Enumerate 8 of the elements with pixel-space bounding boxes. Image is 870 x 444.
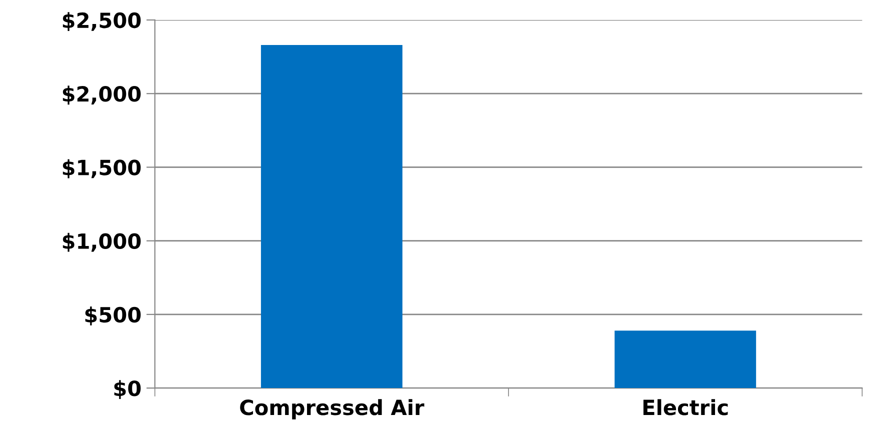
y-tick-label: $2,500	[62, 12, 141, 31]
x-tick-label: Electric	[643, 399, 728, 416]
y-tick-label: $500	[85, 306, 141, 326]
y-tick-label: $2,000	[62, 86, 141, 105]
y-tick-label: $1,500	[62, 159, 141, 178]
y-tick-label: $1,000	[62, 232, 141, 252]
y-tick-label: $0	[114, 380, 141, 400]
x-tick-label: Compressed Air	[240, 399, 424, 420]
